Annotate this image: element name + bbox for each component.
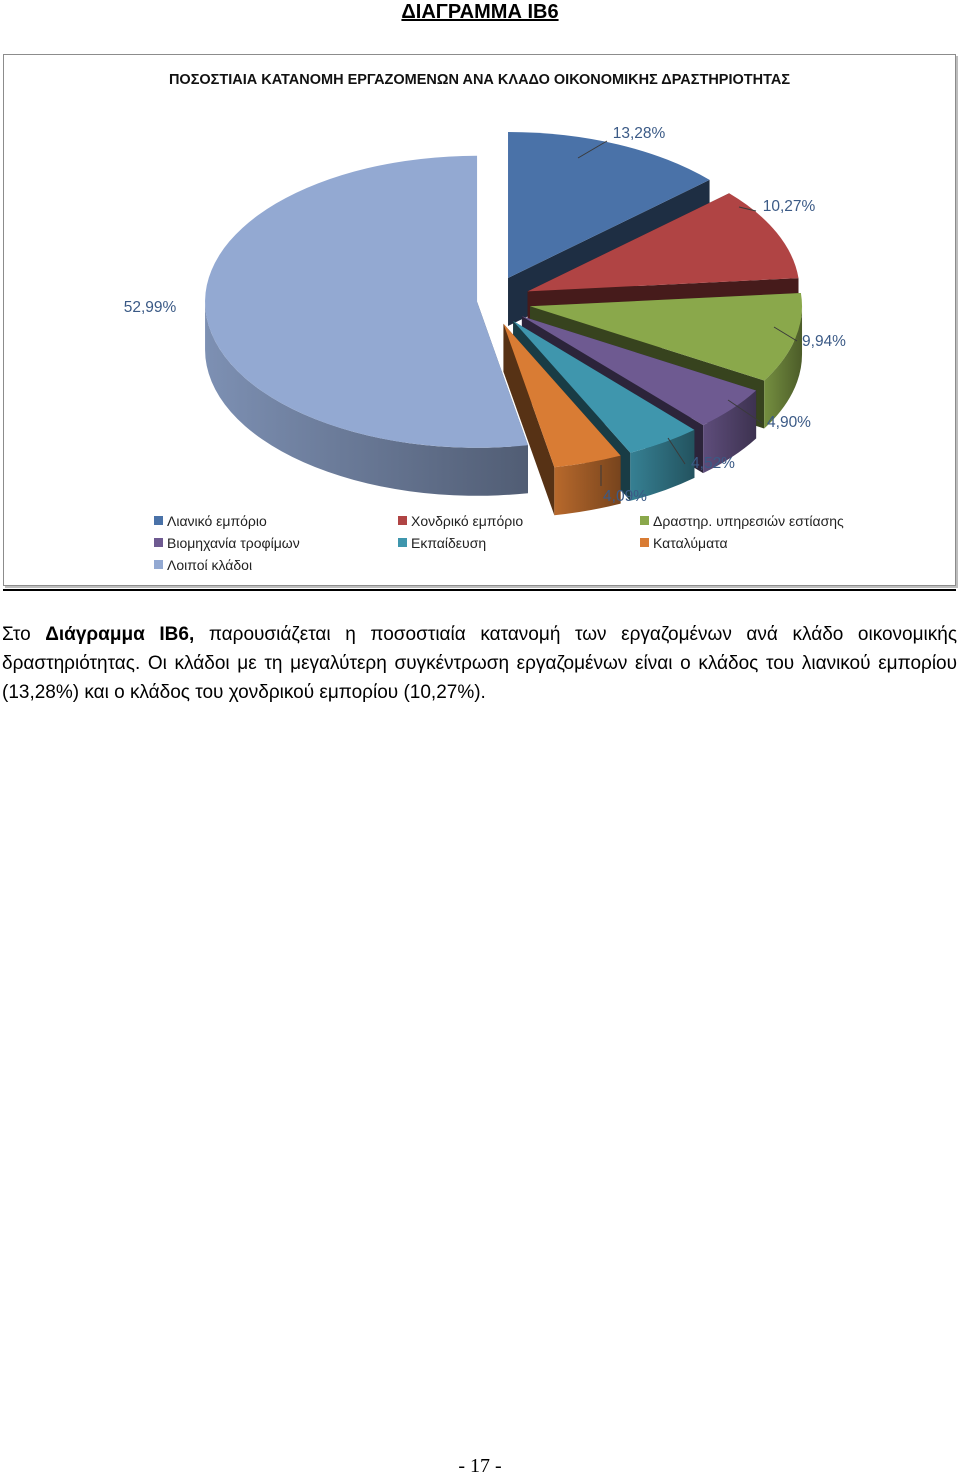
legend-label: Λιανικό εμπόριο [167, 513, 267, 529]
legend-label: Χονδρικό εμπόριο [411, 513, 524, 529]
pie-slice-wall [503, 323, 555, 516]
paragraph-text: παρουσιάζεται η ποσοστιαία κατανομή των … [2, 624, 958, 703]
legend-item: Βιομηχανία τροφίμων [154, 535, 300, 551]
data-label: 52,99% [124, 299, 177, 316]
pie-slice-side [554, 455, 621, 516]
data-label: 4,52% [691, 455, 735, 472]
leader-line [773, 326, 798, 342]
legend-swatch [154, 538, 163, 547]
data-label: 9,94% [802, 333, 846, 350]
pie-chart: 13,28% 10,27% 9,94% 4,90% 4,52% 4,09% 52,99% Π… [3, 54, 956, 586]
paragraph-prefix: Στο [2, 624, 46, 645]
legend-label: Βιομηχανία τροφίμων [167, 535, 300, 551]
separator-line [3, 589, 956, 591]
legend-item: Χονδρικό εμπόριο [398, 513, 523, 529]
document-heading: ΔΙΑΓΡΑΜΜΑ ΙΒ6 [401, 1, 559, 23]
pie-slice-side [630, 429, 695, 501]
chart-title: ΠΟΣΟΣΤΙΑΙΑ ΚΑΤΑΝΟΜΗ ΕΡΓΑΖΟΜΕΝΩΝ ΑΝΑ ΚΛΑΔ… [168, 72, 791, 88]
legend-item: Λοιποί κλάδοι [154, 557, 252, 573]
data-label: 13,28% [613, 125, 666, 142]
paragraph-bold-reference: Διάγραμμα ΙΒ6, [45, 624, 195, 645]
pie-slice-top [530, 293, 803, 381]
legend-swatch [154, 516, 163, 525]
legend-label: Καταλύματα [653, 535, 728, 551]
leader-line [738, 206, 757, 212]
pie-slice [503, 323, 621, 516]
legend-label: Δραστηρ. υπηρεσιών εστίασης [653, 513, 844, 529]
pie-slice-side [205, 301, 528, 496]
leader-line [727, 399, 763, 424]
legend-swatch [398, 516, 407, 525]
legend-item: Καταλύματα [640, 535, 728, 551]
chart-legend: Λιανικό εμπόριο Χονδρικό εμπόριο Δραστηρ. … [4, 55, 955, 585]
pie-slice-top [508, 131, 710, 278]
legend-swatch [398, 538, 407, 547]
pie-slice-side [703, 390, 757, 474]
leader-line [667, 437, 686, 465]
legend-item: Δραστηρ. υπηρεσιών εστίασης [640, 513, 844, 529]
leader-line [577, 140, 608, 159]
pie-slice-top [521, 316, 757, 426]
pie-slice-top [503, 323, 621, 468]
body-paragraph: Στο Διάγραμμα ΙΒ6, παρουσιάζεται η ποσοσ… [2, 620, 957, 707]
data-label: 10,27% [763, 198, 816, 215]
legend-item: Λιανικό εμπόριο [154, 513, 267, 529]
data-label: 4,09% [603, 488, 647, 505]
data-label: 4,90% [767, 414, 811, 431]
legend-label: Εκπαίδευση [411, 535, 487, 551]
pie-slice-top [513, 320, 695, 453]
pie-slice [205, 155, 528, 496]
legend-swatch [640, 516, 649, 525]
legend-item: Εκπαίδευση [398, 535, 486, 551]
pie-chart-canvas: 13,28% 10,27% 9,94% 4,90% 4,52% 4,09% 52,99% [124, 125, 846, 516]
legend-label: Λοιποί κλάδοι [167, 557, 253, 573]
pie-slice-side [764, 306, 803, 429]
pie-slice-top [527, 193, 799, 292]
pie-slice-top [205, 155, 528, 448]
legend-swatch [640, 538, 649, 547]
legend-swatch [154, 560, 163, 569]
page-number: - 17 - [458, 1455, 502, 1477]
